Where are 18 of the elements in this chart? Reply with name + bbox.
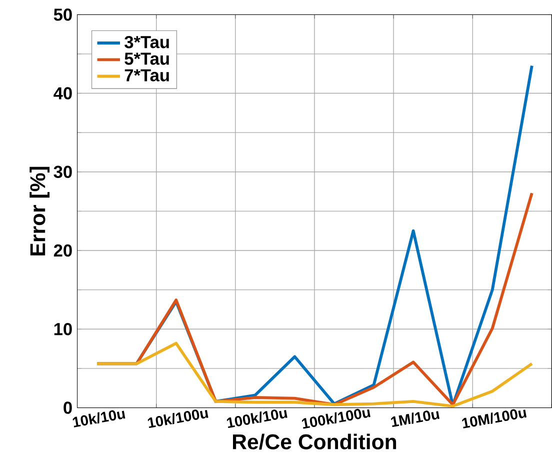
- y-axis-title: Error [%]: [30, 166, 50, 256]
- x-tick-label: 100k/100u: [302, 409, 370, 429]
- y-tick-label: 20: [54, 244, 72, 257]
- legend-label: 5*Tau: [124, 52, 169, 65]
- y-tick-label: 30: [54, 166, 72, 178]
- legend-label: 7*Tau: [124, 69, 169, 82]
- x-tick-label: 10M/100u: [462, 409, 527, 429]
- y-tick-label: 50: [54, 8, 72, 21]
- x-tick-label: 1M/10u: [391, 410, 440, 428]
- y-tick-label: 40: [54, 87, 72, 100]
- y-tick-label: 10: [54, 323, 72, 336]
- legend-label: 3*Tau: [124, 36, 169, 48]
- line-series: [96, 342, 534, 408]
- x-tick-label: 10k/10u: [72, 410, 126, 428]
- x-tick-label: 10k/100u: [148, 410, 208, 428]
- x-axis-title: Re/Ce Condition: [232, 434, 396, 450]
- x-tick-label: 100k/10u: [226, 410, 288, 428]
- y-tick-label: 0: [64, 402, 72, 414]
